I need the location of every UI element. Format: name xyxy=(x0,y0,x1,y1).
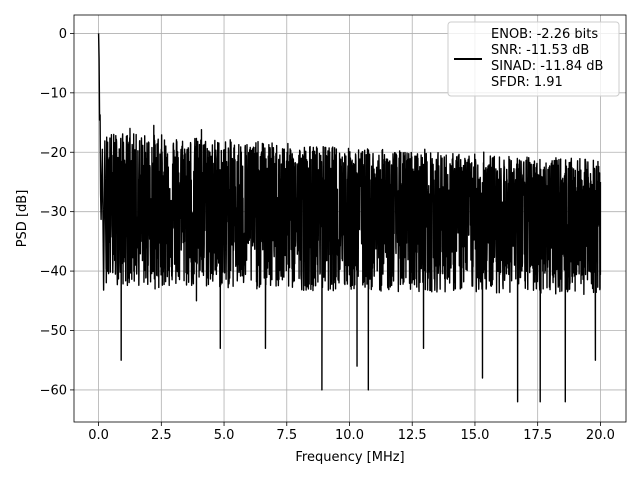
x-tick-label: 0.0 xyxy=(88,428,109,443)
y-tick-label: −10 xyxy=(40,86,67,101)
legend: ENOB: -2.26 bits SNR: -11.53 dB SINAD: -… xyxy=(447,21,620,97)
legend-entry-sinad: SINAD: -11.84 dB xyxy=(491,59,603,74)
plot-frame xyxy=(73,14,627,423)
psd-series-line xyxy=(97,33,602,403)
y-tick-label: −30 xyxy=(40,205,67,220)
y-tick-label: −40 xyxy=(40,265,67,280)
x-tick-label: 7.5 xyxy=(276,428,297,443)
x-tick-label: 10.0 xyxy=(335,428,364,443)
x-tick-label: 15.0 xyxy=(460,428,489,443)
y-tick-label: −60 xyxy=(40,383,67,398)
series-layer xyxy=(97,33,602,403)
x-axis-label: Frequency [MHz] xyxy=(295,450,404,465)
y-tick-label: −20 xyxy=(40,146,67,161)
legend-entry-enob: ENOB: -2.26 bits xyxy=(491,27,598,42)
x-tick-label: 12.5 xyxy=(398,428,427,443)
x-tick-label: 17.5 xyxy=(523,428,552,443)
tick-layer: 0.0 2.5 5.0 7.5 10.0 12.5 15.0 17.5 20.0 0 −10 −20 −… xyxy=(40,27,615,443)
legend-entry-snr: SNR: -11.53 dB xyxy=(491,43,589,58)
legend-entry-sfdr: SFDR: 1.91 xyxy=(491,75,563,90)
x-tick-label: 2.5 xyxy=(151,428,172,443)
x-tick-label: 5.0 xyxy=(214,428,235,443)
y-tick-label: 0 xyxy=(59,27,67,42)
legend-box xyxy=(447,21,620,97)
y-tick-label: −50 xyxy=(40,324,67,339)
y-axis-label: PSD [dB] xyxy=(15,190,30,248)
x-tick-label: 20.0 xyxy=(586,428,615,443)
